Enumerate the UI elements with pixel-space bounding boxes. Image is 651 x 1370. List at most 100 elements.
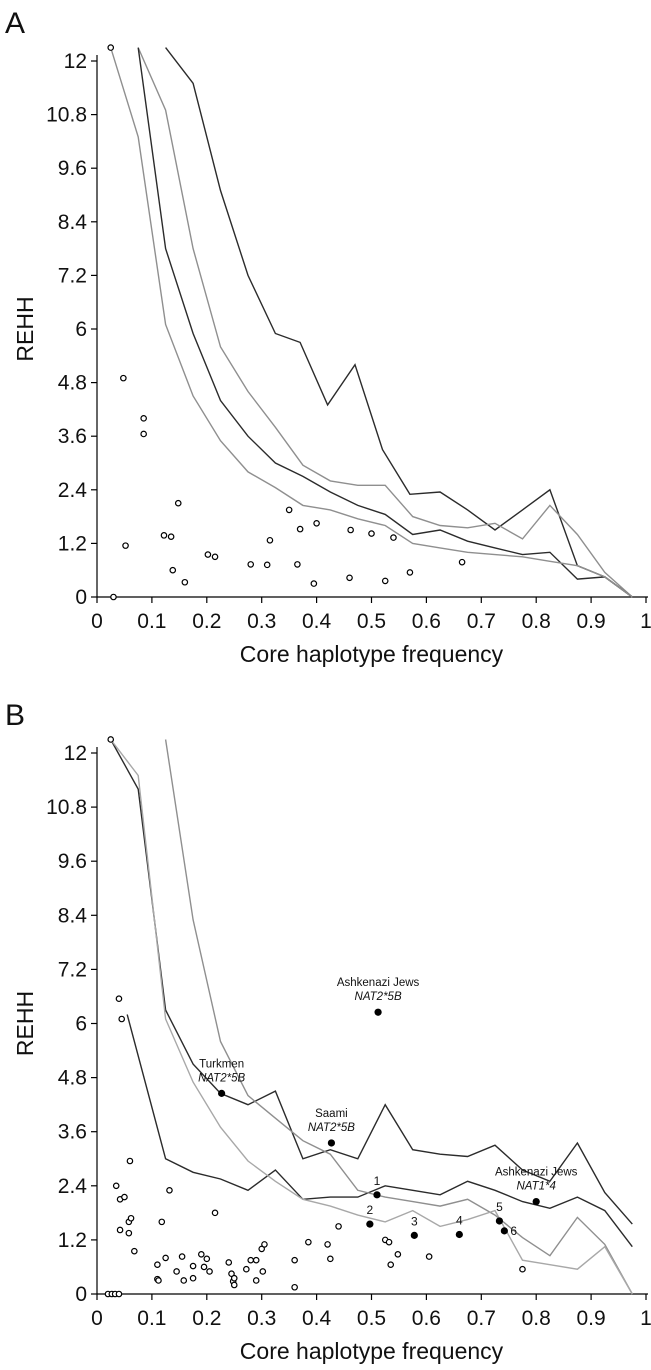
data-point [244,1267,249,1272]
data-point [207,1269,212,1274]
data-point [286,507,291,512]
data-point [306,1239,311,1244]
x-tick-label: 0.2 [192,1307,221,1330]
y-tick-label: 9.6 [58,157,87,180]
panel-letter-b: B [5,699,25,732]
data-point [141,431,146,436]
x-tick-label: 0.4 [302,1307,332,1330]
data-point [267,538,272,543]
data-point [204,1256,209,1261]
x-tick-label: 0.9 [576,610,605,633]
data-point [156,1278,161,1283]
data-point [159,1219,164,1224]
data-point [212,554,217,559]
y-axis-title: REHH [12,991,38,1056]
y-tick-label: 4.8 [58,1067,87,1090]
data-point [190,1263,195,1268]
data-point [181,1278,186,1283]
data-point [108,45,113,50]
data-point [292,1285,297,1290]
data-point [182,580,187,585]
highlighted-point [373,1191,380,1198]
data-point [264,562,269,567]
data-point [325,1242,330,1247]
series-line-light [166,740,633,1295]
data-point [426,1254,431,1259]
data-point [232,1276,237,1281]
y-tick-label: 7.2 [58,958,87,981]
x-tick-label: 0.5 [357,610,386,633]
data-point [127,1158,132,1163]
y-tick-label: 2.4 [58,479,88,502]
data-point [205,552,210,557]
highlighted-point [218,1090,225,1097]
highlighted-point [328,1139,335,1146]
point-label-population: Saami [315,1108,348,1120]
data-point [201,1264,206,1269]
point-label-allele: NAT2*5B [308,1122,355,1134]
x-tick-label: 0.4 [302,610,332,633]
point-label-number: 2 [367,1203,374,1217]
point-label-population: Turkmen [199,1058,244,1070]
y-tick-label: 8.4 [58,211,88,234]
data-point [391,535,396,540]
data-point [190,1276,195,1281]
highlighted-point [374,1009,381,1016]
data-point [262,1242,267,1247]
x-tick-label: 0.7 [467,610,496,633]
y-tick-label: 10.8 [46,796,87,819]
y-tick-label: 1.2 [58,532,87,555]
y-tick-label: 7.2 [58,264,87,287]
data-point [121,375,126,380]
data-point [161,533,166,538]
data-point [248,1257,253,1262]
data-point [163,1255,168,1260]
series-line-dark [127,1015,632,1247]
data-point [212,1210,217,1215]
data-point [369,531,374,536]
data-point [232,1282,237,1287]
y-tick-label: 3.6 [58,425,87,448]
data-point [170,568,175,573]
data-point [132,1248,137,1253]
data-point [386,1239,391,1244]
y-tick-label: 2.4 [58,1175,88,1198]
y-tick-label: 12 [64,742,87,765]
data-point [114,1183,119,1188]
data-point [395,1252,400,1257]
data-point [128,1216,133,1221]
point-label-allele: NAT2*5B [198,1072,245,1084]
x-tick-label: 0.1 [137,1307,166,1330]
highlighted-point [366,1221,373,1228]
data-point [292,1257,297,1262]
data-point [199,1252,204,1257]
x-tick-label: 0.6 [412,610,441,633]
data-point [108,737,113,742]
data-point [520,1267,525,1272]
data-point [168,534,173,539]
x-tick-label: 0.8 [522,1307,551,1330]
point-label-allele: NAT2*5B [355,991,402,1003]
x-tick-label: 0.6 [412,1307,441,1330]
panel-letter-a: A [5,7,25,40]
x-axis-title: Core haplotype frequency [240,1338,504,1364]
point-label-number: 5 [496,1200,503,1214]
x-tick-label: 1 [640,610,651,633]
data-point [119,1016,124,1021]
data-point [407,570,412,575]
highlighted-point [411,1232,418,1239]
data-point [111,594,116,599]
y-tick-label: 9.6 [58,850,87,873]
data-point [116,996,121,1001]
y-tick-label: 8.4 [58,904,88,927]
data-point [141,416,146,421]
x-tick-label: 0 [91,1307,103,1330]
y-tick-label: 0 [75,1283,87,1306]
data-point [459,559,464,564]
x-tick-label: 0 [91,610,103,633]
data-point [297,526,302,531]
data-point [260,1269,265,1274]
data-point [123,543,128,548]
